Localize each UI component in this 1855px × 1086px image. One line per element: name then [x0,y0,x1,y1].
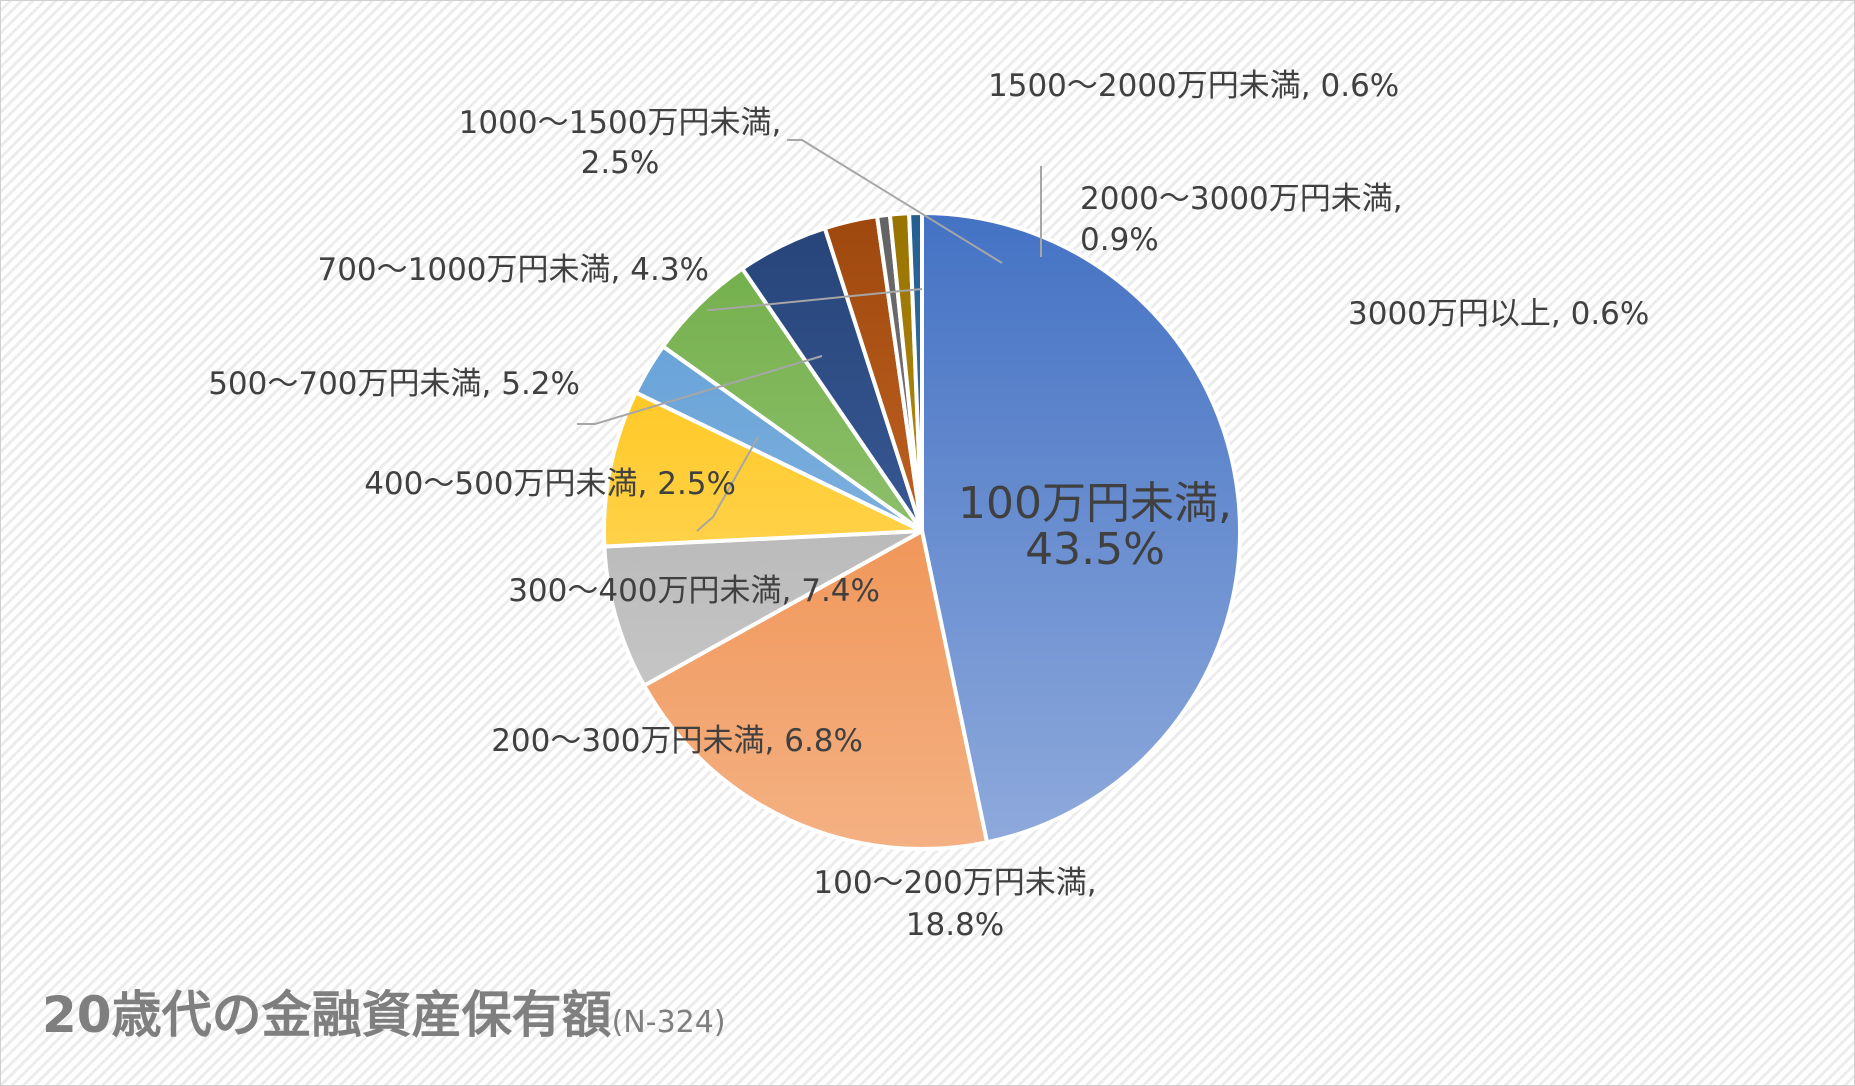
data-label-0: 100万円未満, 43.5% [958,478,1232,575]
pie-slice-3 [602,390,924,549]
data-label-10: 3000万円以上, 0.6% [1348,296,1649,332]
leader-line-5 [577,355,823,425]
leader-line-4 [696,436,759,532]
data-label-3: 300～400万円未満, 7.4% [508,573,880,609]
data-label-4: 400～500万円未満, 2.5% [364,466,736,502]
pie-slice-2 [602,529,924,688]
leader-line-6 [707,288,923,311]
pie-slice-1 [642,529,989,851]
chart-title: 20歳代の金融資産保有額 [42,986,612,1044]
data-label-5: 500～700万円未満, 5.2% [208,366,580,402]
data-label-9: 2000～3000万円未満, 0.9% [1080,181,1403,258]
data-label-2: 200～300万円未満, 6.8% [491,723,863,759]
pie-slice-0 [920,211,1242,845]
data-label-6: 700～1000万円未満, 4.3% [317,252,709,288]
data-label-1: 100～200万円未満, 18.8% [813,865,1096,943]
leader-lines [577,139,1042,532]
chart-title-block: 20歳代の金融資産保有額(N-324) [42,975,726,1047]
pie-slices [602,210,1242,851]
data-label-8: 1500～2000万円未満, 0.6% [988,68,1399,104]
leader-line-7 [787,139,1003,264]
data-label-7: 1000～1500万円未満, 2.5% [459,105,782,181]
chart-subtitle: (N-324) [611,1005,726,1040]
data-labels: 100万円未満, 43.5% 100～200万円未満, 18.8% 200～300万円未… [208,68,1649,943]
